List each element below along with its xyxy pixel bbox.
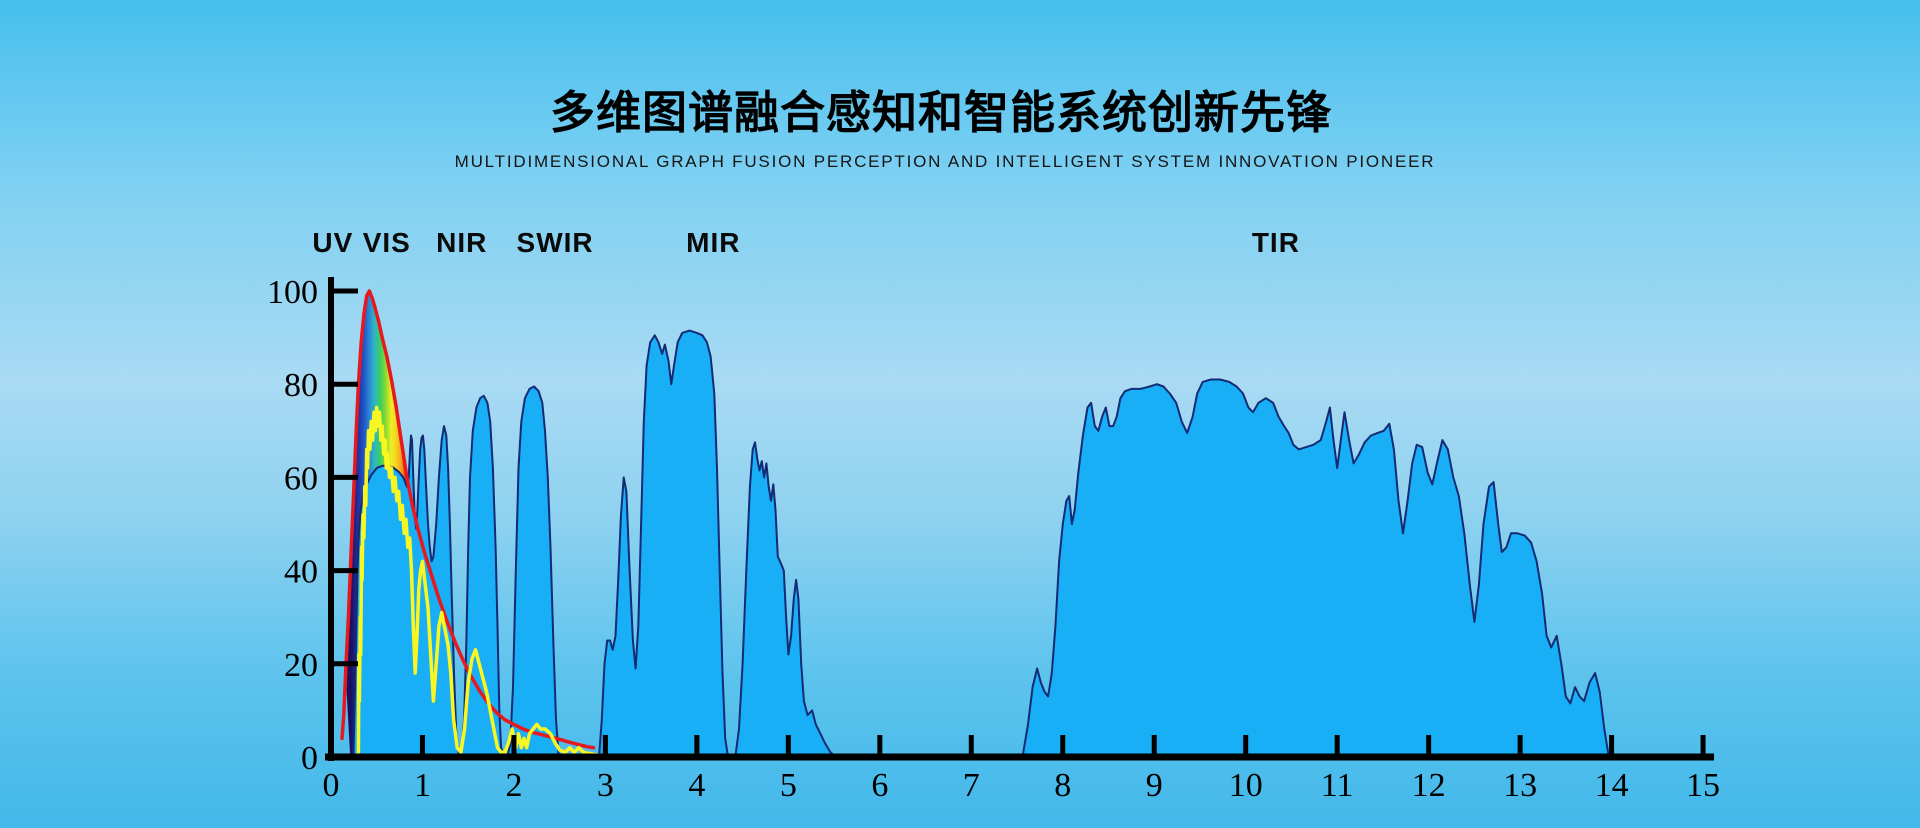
x-tick-label-2: 2: [505, 767, 522, 804]
x-tick-label-5: 5: [780, 767, 797, 804]
x-tick-label-3: 3: [597, 767, 614, 804]
y-tick-label-20: 20: [284, 647, 318, 684]
x-tick-label-14: 14: [1595, 767, 1629, 804]
atmospheric-transmission-window-tir: [1021, 378, 1610, 758]
x-tick-label-13: 13: [1503, 767, 1537, 804]
band-label-swir: SWIR: [517, 227, 594, 258]
band-label-tir: TIR: [1252, 227, 1300, 258]
solar-spectrum-rainbow-fill: [345, 291, 407, 757]
x-tick-label-15: 15: [1686, 767, 1720, 804]
atmospheric-transmission-window-uv-vis-nir-swir: [352, 385, 560, 758]
band-label-nir: NIR: [436, 227, 487, 258]
x-tick-label-4: 4: [688, 767, 705, 804]
x-tick-label-6: 6: [871, 767, 888, 804]
page-title: 多维图谱融合感知和智能系统创新先锋: [549, 86, 1333, 139]
band-label-vis: VIS: [363, 227, 411, 258]
y-tick-label-60: 60: [284, 460, 318, 497]
page-subtitle: MULTIDIMENSIONAL GRAPH FUSION PERCEPTION…: [454, 152, 1436, 171]
x-tick-label-9: 9: [1146, 767, 1163, 804]
band-label-uv: UV: [312, 227, 353, 258]
x-tick-label-12: 12: [1412, 767, 1446, 804]
y-tick-label-100: 100: [267, 274, 318, 311]
x-tick-label-8: 8: [1054, 767, 1071, 804]
x-tick-label-11: 11: [1321, 767, 1354, 804]
y-tick-label-0: 0: [301, 740, 318, 777]
atmospheric-transmission-window-mir: [598, 329, 837, 758]
band-label-mir: MIR: [686, 227, 740, 258]
x-tick-label-7: 7: [963, 767, 980, 804]
x-tick-label-0: 0: [323, 767, 340, 804]
x-tick-label-10: 10: [1229, 767, 1263, 804]
solar-irradiance-at-surface-yellow: [356, 405, 605, 759]
y-tick-label-80: 80: [284, 367, 318, 404]
y-tick-label-40: 40: [284, 554, 318, 591]
x-tick-label-1: 1: [414, 767, 431, 804]
